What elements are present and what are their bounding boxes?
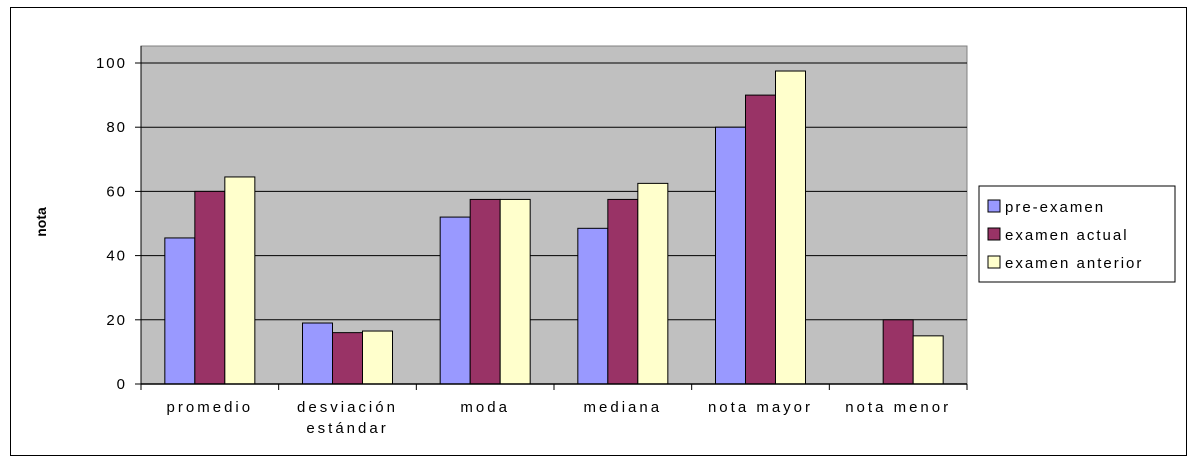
bar-examen-actual-1 (332, 332, 363, 385)
bar-examen-anterior-2 (499, 198, 531, 385)
y-tick-labels: 0 20 40 60 80 100 (96, 55, 127, 393)
x-category-label: moda (460, 399, 510, 416)
legend-box (978, 185, 1176, 283)
legend-label: pre-examen (1005, 199, 1105, 216)
x-category-label: promedio (167, 399, 254, 416)
bar-pre-examen-4 (715, 126, 746, 385)
legend-label: examen actual (1005, 227, 1129, 244)
legend-label: examen anterior (1005, 255, 1143, 272)
legend: pre-examen examen actual examen anterior (978, 185, 1176, 283)
y-tick-label: 60 (106, 183, 127, 200)
legend-swatch (987, 255, 1001, 269)
bar-examen-actual-5 (882, 319, 914, 385)
x-category-label: nota mayor (708, 399, 813, 416)
bar-examen-anterior-0 (224, 176, 256, 385)
chart-frame: 0 20 40 60 80 100 promedio desviación estándar m… (10, 7, 1187, 456)
y-tick-label: 100 (96, 55, 127, 72)
bar-examen-anterior-1 (362, 330, 393, 385)
x-category-label: mediana (584, 399, 663, 416)
plot-area (140, 45, 968, 385)
y-tick-label: 40 (106, 248, 127, 265)
bar-examen-anterior-5 (912, 335, 944, 385)
legend-swatch (987, 199, 1001, 213)
bar-examen-actual-2 (469, 198, 501, 385)
bar-chart: 0 20 40 60 80 100 promedio desviación estándar m… (33, 45, 1176, 437)
gridlines (141, 62, 967, 321)
y-tick-label: 20 (106, 312, 127, 329)
bar-pre-examen-0 (164, 237, 196, 385)
bar-pre-examen-1 (302, 322, 333, 385)
x-category-labels: promedio desviación estándar moda mediana not… (167, 399, 951, 437)
bar-pre-examen-3 (577, 227, 609, 385)
y-tick-label: 0 (117, 376, 127, 393)
x-category-label: desviación estándar (297, 399, 398, 437)
bars (164, 70, 944, 385)
y-tick-label: 80 (106, 119, 127, 136)
bar-examen-actual-0 (194, 190, 226, 385)
bar-examen-anterior-4 (775, 70, 806, 385)
bar-examen-anterior-3 (637, 182, 669, 385)
bar-examen-actual-3 (607, 198, 639, 385)
y-axis-label: nota (33, 207, 49, 237)
x-category-label: nota menor (845, 399, 951, 416)
bar-pre-examen-2 (439, 216, 471, 385)
bar-examen-actual-4 (745, 94, 776, 385)
axes (135, 46, 968, 390)
legend-swatch (987, 227, 1001, 241)
